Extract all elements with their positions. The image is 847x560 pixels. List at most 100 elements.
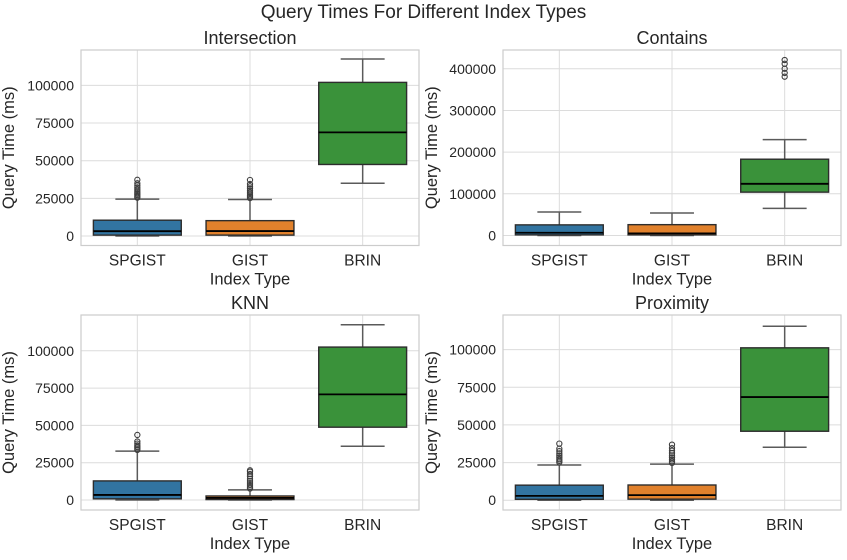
box-gist	[627, 223, 717, 236]
plot-border	[80, 49, 420, 247]
box-spgist	[92, 480, 182, 500]
outlier-point	[668, 456, 676, 463]
x-axis-label: Index Type	[632, 271, 712, 289]
subplot-proximity: 0 25000 50000 75000 100000 SPGIST GIST BRIN Prox…	[423, 293, 842, 553]
outlier-point	[668, 447, 676, 454]
outlier-point	[246, 467, 254, 474]
x-tick-label: GIST	[654, 253, 691, 270]
x-axis-label: Index Type	[210, 535, 290, 553]
plot-border	[502, 49, 842, 247]
y-tick-label: 0	[488, 492, 496, 508]
outlier-point	[134, 180, 141, 187]
x-tick-label: GIST	[232, 517, 269, 534]
outlier-point	[246, 189, 254, 196]
outlier-point	[134, 431, 141, 439]
outlier-point	[668, 454, 676, 461]
x-axis-label: Index Type	[632, 535, 712, 553]
y-axis-label: Query Time (ms)	[0, 86, 18, 209]
outlier-point	[781, 56, 788, 64]
y-tick-label: 100000	[449, 342, 496, 358]
outlier-point	[668, 441, 676, 448]
subplot-title: KNN	[231, 293, 269, 313]
y-axis-label: Query Time (ms)	[423, 86, 441, 209]
outlier-point	[246, 180, 254, 188]
y-tick-label: 75000	[35, 380, 74, 396]
subplot-title: Contains	[636, 28, 707, 48]
x-tick-label: SPGIST	[109, 253, 166, 270]
y-tick-label: 0	[66, 228, 74, 244]
outlier-point	[668, 444, 676, 452]
box-spgist	[514, 484, 604, 501]
figure-title: Query Times For Different Index Types	[260, 2, 587, 23]
y-tick-label: 100000	[27, 77, 74, 93]
outlier-point	[246, 479, 254, 487]
box-brin	[740, 347, 830, 432]
outlier-point	[781, 73, 788, 80]
y-tick-label: 25000	[35, 455, 74, 471]
y-axis-label: Query Time (ms)	[423, 351, 441, 474]
y-tick-label: 75000	[457, 379, 496, 395]
y-tick-label: 100000	[27, 343, 74, 359]
subplot-title: Intersection	[203, 28, 296, 48]
outlier-point	[246, 183, 254, 190]
subplot-contains: 0 100000 200000 300000 400000 SPGIST GIST BRIN C…	[423, 28, 842, 289]
outlier-point	[246, 470, 254, 478]
y-tick-label: 50000	[35, 417, 74, 433]
outlier-point	[134, 184, 141, 191]
outlier-point	[246, 483, 254, 491]
outlier-point	[246, 176, 254, 184]
box-gist	[205, 219, 295, 236]
y-tick-label: 200000	[449, 144, 496, 160]
y-tick-label: 100000	[449, 186, 496, 202]
outlier-point	[134, 186, 141, 193]
outlier-point	[556, 440, 563, 447]
y-tick-label: 0	[488, 227, 496, 243]
x-tick-label: GIST	[654, 517, 691, 534]
outlier-point	[668, 458, 676, 465]
outlier-point	[134, 176, 141, 183]
y-tick-label: 25000	[35, 190, 74, 206]
outlier-point	[556, 452, 563, 459]
x-tick-label: BRIN	[344, 253, 381, 270]
outlier-point	[134, 438, 141, 445]
outlier-point	[556, 454, 563, 461]
plot-border	[502, 314, 842, 511]
y-tick-label: 400000	[449, 61, 496, 77]
y-axis-label: Query Time (ms)	[0, 351, 18, 474]
outlier-point	[246, 477, 254, 485]
outlier-point	[246, 481, 254, 489]
box-gist	[627, 484, 717, 500]
y-tick-label: 25000	[457, 455, 496, 471]
box-brin	[318, 81, 408, 166]
outlier-point	[556, 456, 563, 463]
outlier-point	[134, 442, 141, 449]
x-tick-label: BRIN	[344, 517, 381, 534]
plot-border	[80, 314, 420, 511]
subplot-knn: 0 25000 50000 75000 100000 SPGIST GIST BRIN KNN I…	[0, 293, 420, 553]
y-tick-label: 50000	[35, 153, 74, 169]
box-spgist	[514, 224, 604, 236]
x-tick-label: GIST	[232, 253, 269, 270]
box-spgist	[92, 219, 182, 236]
outlier-point	[134, 440, 141, 447]
y-tick-label: 75000	[35, 115, 74, 131]
x-tick-label: SPGIST	[531, 517, 588, 534]
outlier-point	[246, 185, 254, 192]
x-tick-label: SPGIST	[531, 253, 588, 270]
subplot-title: Proximity	[635, 293, 709, 313]
x-tick-label: BRIN	[766, 253, 803, 270]
y-tick-label: 0	[66, 492, 74, 508]
outlier-point	[556, 447, 563, 455]
x-tick-label: SPGIST	[109, 517, 166, 534]
y-tick-label: 300000	[449, 102, 496, 118]
box-brin	[740, 158, 830, 193]
outlier-point	[781, 65, 788, 72]
y-tick-label: 50000	[457, 417, 496, 433]
outlier-point	[246, 187, 254, 194]
x-axis-label: Index Type	[210, 271, 290, 289]
subplot-intersection: 0 25000 50000 75000 100000 SPGIST GIST BRIN Inte…	[0, 28, 420, 289]
box-brin	[318, 346, 408, 428]
x-tick-label: BRIN	[766, 517, 803, 534]
outlier-point	[781, 69, 788, 77]
